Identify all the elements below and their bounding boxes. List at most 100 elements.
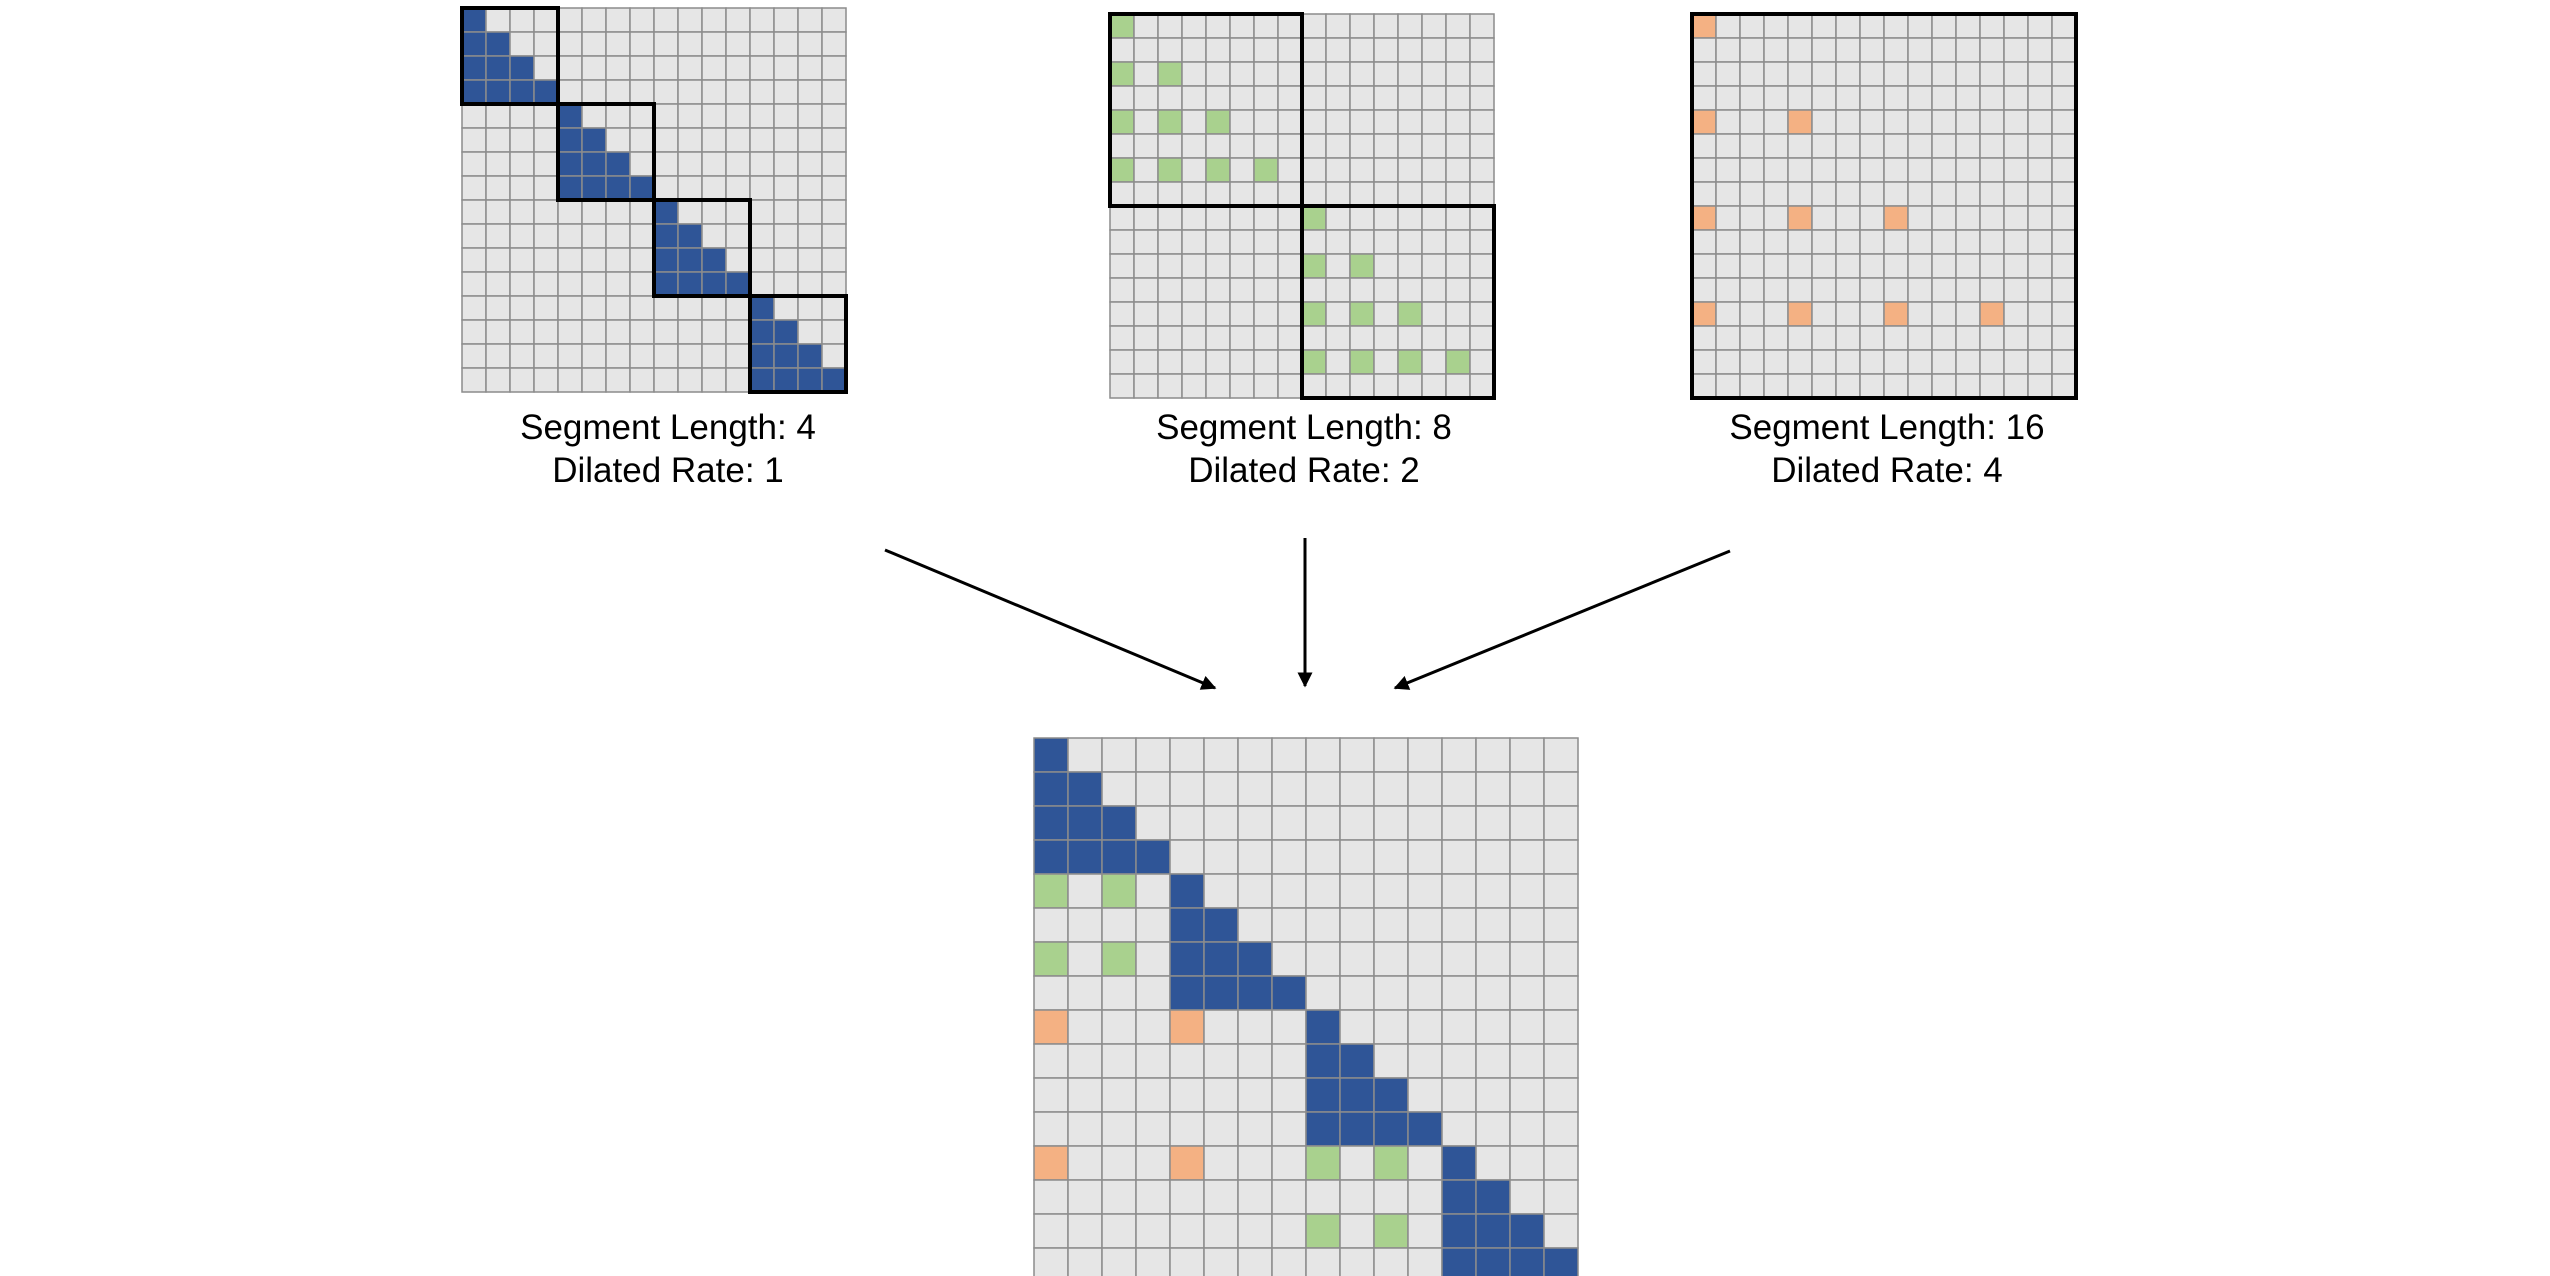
attention-cell-empty	[1349, 157, 1375, 183]
attention-cell-empty	[1763, 301, 1789, 327]
attention-cell-empty	[2003, 61, 2029, 87]
attention-cell-empty	[2027, 205, 2053, 231]
attention-cell-empty	[629, 295, 655, 321]
attention-cell-empty	[1067, 1145, 1103, 1181]
attention-cell-empty	[1763, 229, 1789, 255]
attention-cell-empty	[629, 247, 655, 273]
attention-cell-green	[1101, 873, 1137, 909]
attention-cell-empty	[677, 103, 703, 129]
attention-cell-empty	[1101, 1247, 1137, 1276]
attention-cell-empty	[773, 151, 799, 177]
attention-cell-blue	[461, 55, 487, 81]
attention-cell-empty	[1407, 805, 1443, 841]
attention-cell-empty	[1067, 941, 1103, 977]
attention-cell-empty	[1237, 1145, 1273, 1181]
attention-cell-empty	[1883, 109, 1909, 135]
attention-cell-empty	[1835, 37, 1861, 63]
panel-segment-4-matrix	[460, 6, 848, 394]
attention-cell-empty	[1509, 1043, 1545, 1079]
attention-cell-empty	[1067, 1247, 1103, 1276]
attention-cell-blue	[653, 271, 679, 297]
attention-cell-empty	[1305, 907, 1341, 943]
attention-cell-empty	[509, 367, 535, 393]
attention-cell-empty	[509, 31, 535, 57]
attention-cell-empty	[749, 55, 775, 81]
attention-cell-empty	[701, 151, 727, 177]
attention-cell-empty	[1859, 277, 1885, 303]
attention-cell-empty	[581, 295, 607, 321]
attention-cell-empty	[1715, 277, 1741, 303]
attention-cell-empty	[1469, 85, 1495, 111]
attention-cell-empty	[1469, 205, 1495, 231]
attention-cell-empty	[1955, 13, 1981, 39]
attention-cell-empty	[1237, 1077, 1273, 1113]
attention-cell-empty	[1715, 301, 1741, 327]
attention-cell-empty	[1979, 61, 2005, 87]
attention-cell-empty	[1907, 205, 1933, 231]
attention-cell-empty	[1421, 325, 1447, 351]
attention-cell-empty	[461, 103, 487, 129]
attention-cell-empty	[1373, 941, 1409, 977]
attention-cell-empty	[509, 247, 535, 273]
attention-cell-green	[1349, 253, 1375, 279]
attention-cell-empty	[1325, 349, 1351, 375]
attention-cell-empty	[1135, 1111, 1171, 1147]
attention-cell-green	[1101, 941, 1137, 977]
attention-cell-empty	[1445, 157, 1471, 183]
attention-cell-empty	[581, 103, 607, 129]
attention-cell-empty	[509, 7, 535, 33]
attention-cell-empty	[1407, 1145, 1443, 1181]
attention-cell-empty	[1349, 85, 1375, 111]
attention-cell-empty	[797, 31, 823, 57]
attention-cell-green	[1373, 1145, 1409, 1181]
attention-cell-empty	[1339, 737, 1375, 773]
attention-cell-empty	[1907, 61, 1933, 87]
attention-cell-empty	[1931, 277, 1957, 303]
attention-cell-empty	[1907, 325, 1933, 351]
attention-cell-empty	[1203, 1009, 1239, 1045]
attention-cell-empty	[749, 7, 775, 33]
segment-border	[1690, 12, 2078, 400]
attention-cell-empty	[797, 199, 823, 225]
attention-cell-empty	[1157, 349, 1183, 375]
attention-cell-empty	[557, 199, 583, 225]
attention-cell-empty	[1397, 373, 1423, 399]
attention-cell-empty	[1339, 1179, 1375, 1215]
attention-cell-empty	[485, 103, 511, 129]
attention-cell-empty	[1445, 301, 1471, 327]
attention-cell-empty	[1205, 181, 1231, 207]
attention-cell-empty	[1739, 205, 1765, 231]
attention-cell-blue	[1407, 1111, 1443, 1147]
attention-cell-empty	[1883, 325, 1909, 351]
attention-cell-empty	[1253, 229, 1279, 255]
attention-cell-empty	[509, 223, 535, 249]
attention-cell-orange	[1691, 13, 1717, 39]
attention-cell-empty	[1253, 301, 1279, 327]
attention-cell-empty	[1271, 839, 1307, 875]
attention-cell-green	[1157, 157, 1183, 183]
attention-cell-empty	[1907, 253, 1933, 279]
attention-cell-empty	[1033, 1247, 1069, 1276]
attention-cell-empty	[1739, 349, 1765, 375]
attention-cell-empty	[1739, 13, 1765, 39]
attention-cell-empty	[485, 343, 511, 369]
attention-cell-empty	[2051, 253, 2077, 279]
attention-cell-empty	[509, 127, 535, 153]
attention-cell-empty	[1509, 907, 1545, 943]
attention-cell-empty	[821, 343, 847, 369]
attention-cell-empty	[1271, 771, 1307, 807]
attention-cell-empty	[2003, 277, 2029, 303]
attention-cell-empty	[1277, 85, 1303, 111]
attention-cell-empty	[725, 247, 751, 273]
attention-cell-empty	[533, 103, 559, 129]
attention-cell-empty	[1349, 277, 1375, 303]
attention-cell-empty	[1101, 1145, 1137, 1181]
attention-cell-empty	[1181, 229, 1207, 255]
attention-cell-blue	[1339, 1077, 1375, 1113]
attention-cell-empty	[1445, 253, 1471, 279]
attention-cell-empty	[1763, 373, 1789, 399]
attention-cell-empty	[2003, 301, 2029, 327]
attention-cell-empty	[629, 55, 655, 81]
attention-cell-empty	[1931, 109, 1957, 135]
attention-cell-empty	[1835, 253, 1861, 279]
